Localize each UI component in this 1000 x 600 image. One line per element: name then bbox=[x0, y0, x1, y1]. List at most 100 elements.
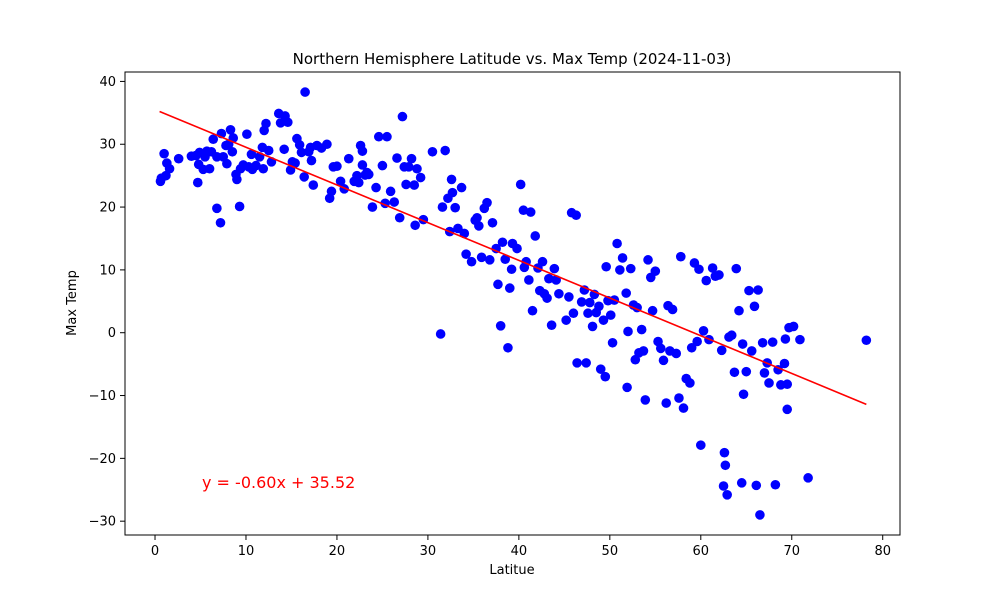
y-tick-label: −30 bbox=[89, 515, 116, 530]
data-point bbox=[594, 301, 604, 312]
data-point bbox=[208, 134, 219, 145]
data-point bbox=[491, 243, 501, 254]
data-point bbox=[720, 460, 731, 471]
data-point bbox=[459, 228, 470, 239]
data-point bbox=[576, 297, 587, 307]
data-point bbox=[759, 368, 770, 378]
data-point bbox=[738, 389, 749, 400]
data-point bbox=[737, 339, 748, 349]
data-point bbox=[322, 139, 332, 150]
data-point bbox=[335, 176, 346, 187]
data-point bbox=[731, 263, 742, 274]
data-point bbox=[279, 144, 289, 155]
data-point bbox=[447, 187, 458, 198]
y-tick-label: 20 bbox=[99, 201, 116, 216]
data-point bbox=[736, 478, 747, 488]
data-point bbox=[695, 440, 706, 450]
data-point bbox=[617, 253, 628, 263]
data-point bbox=[782, 379, 793, 390]
data-point bbox=[518, 205, 529, 216]
x-tick-label: 0 bbox=[151, 544, 159, 559]
data-point bbox=[326, 186, 337, 197]
data-point bbox=[512, 243, 522, 254]
data-point bbox=[583, 308, 593, 319]
data-point bbox=[600, 371, 611, 382]
data-point bbox=[726, 330, 737, 341]
data-point bbox=[343, 153, 354, 164]
data-point bbox=[729, 367, 740, 378]
data-point bbox=[367, 202, 378, 212]
data-point bbox=[716, 345, 727, 356]
data-point bbox=[530, 231, 541, 241]
data-point bbox=[456, 182, 467, 193]
data-point bbox=[694, 264, 704, 275]
y-tick-label: 0 bbox=[108, 326, 116, 341]
data-point bbox=[204, 163, 215, 174]
data-point bbox=[404, 162, 414, 172]
data-point bbox=[685, 378, 695, 388]
data-point bbox=[554, 288, 564, 299]
y-tick-label: −20 bbox=[89, 452, 116, 467]
data-point bbox=[258, 163, 269, 174]
data-point bbox=[671, 348, 682, 359]
data-point bbox=[446, 174, 457, 185]
data-point bbox=[290, 158, 300, 168]
data-point bbox=[506, 264, 517, 275]
data-point bbox=[595, 364, 606, 374]
data-point bbox=[655, 343, 666, 354]
data-point bbox=[734, 305, 744, 316]
data-point bbox=[212, 203, 222, 214]
data-point bbox=[527, 305, 538, 316]
data-point bbox=[500, 254, 511, 265]
data-point bbox=[225, 124, 236, 135]
data-point bbox=[782, 404, 793, 415]
data-point bbox=[719, 447, 730, 458]
data-point bbox=[392, 153, 402, 163]
data-point bbox=[227, 146, 238, 157]
data-point bbox=[385, 186, 396, 197]
data-point bbox=[707, 263, 718, 273]
axes-frame bbox=[124, 71, 901, 536]
x-tick-label: 50 bbox=[602, 544, 619, 559]
data-point bbox=[612, 238, 622, 249]
data-point bbox=[585, 297, 595, 308]
data-point bbox=[515, 179, 526, 190]
data-point bbox=[192, 177, 203, 188]
data-point bbox=[410, 220, 420, 231]
regression-line bbox=[159, 110, 867, 406]
y-tick-label: −10 bbox=[89, 389, 116, 404]
data-point bbox=[640, 395, 651, 405]
data-point bbox=[636, 324, 647, 335]
data-point bbox=[581, 358, 591, 368]
data-point bbox=[357, 160, 368, 170]
data-point bbox=[542, 293, 552, 303]
data-point bbox=[803, 473, 813, 483]
data-point bbox=[788, 321, 799, 332]
x-tick-label: 20 bbox=[329, 544, 346, 559]
data-point bbox=[427, 146, 438, 157]
data-point bbox=[779, 358, 790, 369]
data-point bbox=[767, 337, 778, 347]
data-point bbox=[164, 163, 175, 174]
plot-area: 0 10 20 30 40 50 60 70 80 −30 −20 −10 0 10 20 30 40 bbox=[89, 71, 901, 559]
x-tick-label: 10 bbox=[238, 544, 255, 559]
data-point bbox=[296, 147, 307, 158]
data-point bbox=[744, 285, 754, 296]
data-point bbox=[698, 326, 709, 336]
data-point bbox=[751, 480, 762, 491]
data-point bbox=[234, 201, 245, 212]
data-point bbox=[435, 329, 446, 339]
data-point bbox=[746, 346, 757, 356]
data-point bbox=[406, 153, 417, 164]
y-tick-label: 10 bbox=[99, 263, 116, 278]
data-point bbox=[678, 403, 689, 413]
data-point bbox=[524, 275, 534, 285]
data-point bbox=[667, 304, 678, 315]
data-point bbox=[549, 263, 560, 274]
data-point bbox=[622, 382, 632, 393]
data-point bbox=[647, 305, 658, 316]
data-point bbox=[357, 146, 368, 156]
data-point bbox=[718, 481, 729, 491]
data-point bbox=[607, 337, 618, 348]
